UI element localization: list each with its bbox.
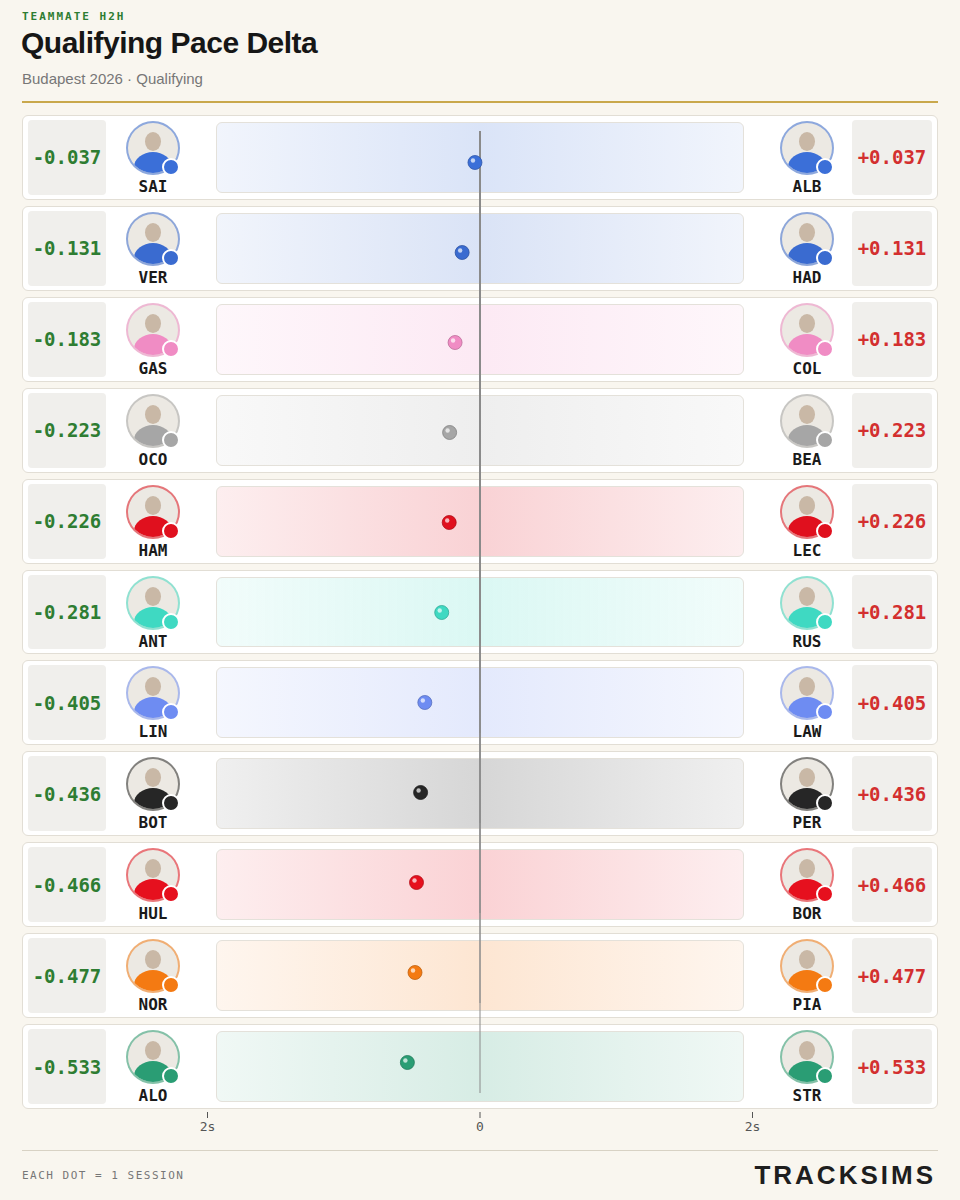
svg-text:2s: 2s <box>200 1119 216 1134</box>
html-text:BOT: BOT <box>138 813 168 833</box>
html-text:GAS: GAS <box>138 358 168 378</box>
html-text:BOR: BOR <box>792 904 822 924</box>
html-text:-0.466: -0.466 <box>32 873 102 896</box>
html-text:ANT: ANT <box>138 631 168 651</box>
html-text:HAD: HAD <box>792 267 822 287</box>
html-text:+0.477: +0.477 <box>857 964 927 987</box>
html-text:LEC: LEC <box>792 540 822 560</box>
html-text:-0.183: -0.183 <box>32 328 102 351</box>
html-text:-0.131: -0.131 <box>32 237 102 260</box>
html-text:HUL: HUL <box>138 904 168 924</box>
html-text:-0.405: -0.405 <box>32 691 102 714</box>
html-text:+0.226: +0.226 <box>857 510 927 533</box>
svg-text:2s: 2s <box>745 1119 761 1134</box>
html-text:+0.037: +0.037 <box>857 146 927 169</box>
html-text:-0.436: -0.436 <box>32 782 102 805</box>
html-text:SAI: SAI <box>138 177 168 196</box>
html-text:-0.226: -0.226 <box>32 510 102 533</box>
html-text:EACH DOT = 1 SESSION: EACH DOT = 1 SESSION <box>22 1169 185 1182</box>
html-text:PIA: PIA <box>792 995 822 1015</box>
html-text:-0.223: -0.223 <box>32 419 102 442</box>
html-text:ALB: ALB <box>792 177 822 196</box>
html-text:OCO: OCO <box>138 449 168 469</box>
html-text:+0.436: +0.436 <box>857 782 927 805</box>
html-text:ALO: ALO <box>138 1086 168 1106</box>
html-text:LIN: LIN <box>138 722 168 742</box>
html-text:+0.533: +0.533 <box>857 1055 927 1078</box>
html-text:STR: STR <box>792 1086 822 1106</box>
html-text:+0.223: +0.223 <box>857 419 927 442</box>
html-text:PER: PER <box>792 813 822 833</box>
html-text:VER: VER <box>138 267 168 287</box>
html-text:+0.183: +0.183 <box>857 328 927 351</box>
html-text:BEA: BEA <box>792 449 822 469</box>
html-text:-0.281: -0.281 <box>32 601 102 623</box>
html-text:-0.037: -0.037 <box>32 146 102 169</box>
html-text:HAM: HAM <box>138 540 168 560</box>
html-text:+0.466: +0.466 <box>857 873 927 896</box>
html-text:-0.477: -0.477 <box>32 964 102 987</box>
html-text:+0.131: +0.131 <box>857 237 927 260</box>
html-text:TRACKSIMS: TRACKSIMS <box>754 1160 936 1190</box>
html-text:Qualifying Pace Delta: Qualifying Pace Delta <box>21 26 318 59</box>
html-text:COL: COL <box>792 358 822 378</box>
svg-text:0: 0 <box>476 1119 484 1134</box>
html-text:-0.533: -0.533 <box>32 1055 102 1078</box>
html-text:TEAMMATE H2H: TEAMMATE H2H <box>22 10 126 23</box>
html-text:NOR: NOR <box>138 995 168 1015</box>
html-text:+0.405: +0.405 <box>857 691 927 714</box>
html-text:LAW: LAW <box>792 722 822 742</box>
html-text:Budapest 2026 · Qualifying: Budapest 2026 · Qualifying <box>22 70 203 87</box>
html-text:+0.281: +0.281 <box>857 601 927 623</box>
html-text:RUS: RUS <box>792 631 822 651</box>
